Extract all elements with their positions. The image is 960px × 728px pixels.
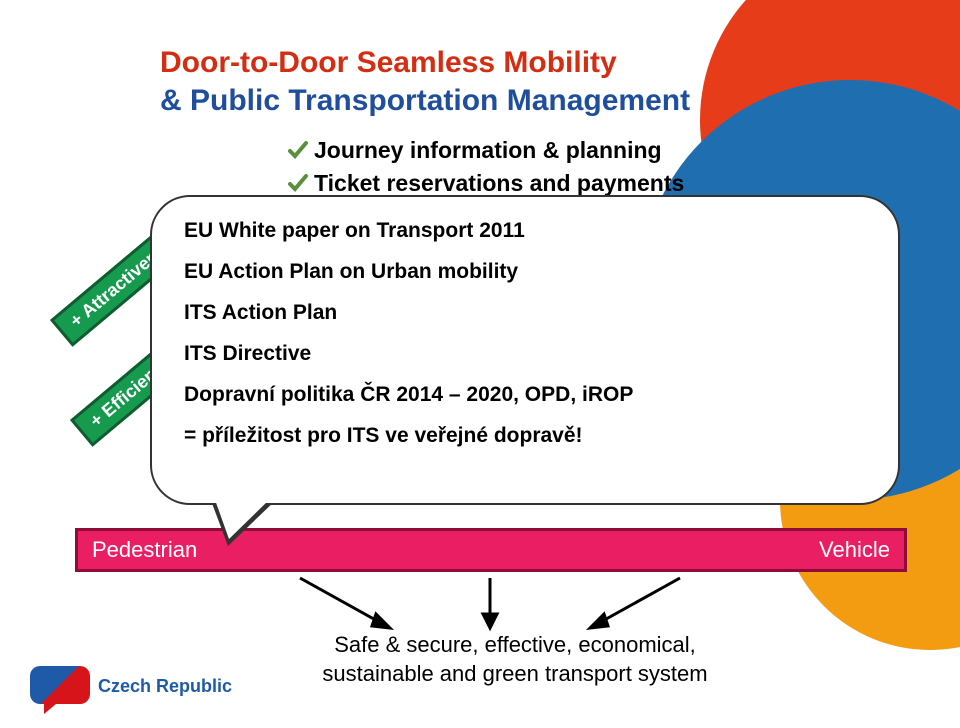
title-line-2: & Public Transportation Management xyxy=(160,82,690,120)
result-line-2: sustainable and green transport system xyxy=(275,660,755,689)
callout-line: = příležitost pro ITS ve veřejné dopravě… xyxy=(184,424,888,448)
callout-bubble: EU White paper on Transport 2011 EU Acti… xyxy=(150,195,900,505)
czech-republic-logo: Czech Republic xyxy=(30,666,232,706)
checklist-item: Journey information & planning xyxy=(288,137,684,164)
check-icon xyxy=(288,140,308,160)
callout-line: Dopravní politika ČR 2014 – 2020, OPD, i… xyxy=(184,383,888,407)
callout-line: ITS Action Plan xyxy=(184,301,888,325)
mode-bar-right: Vehicle xyxy=(819,537,890,563)
speech-bubble-icon xyxy=(30,666,90,706)
check-icon xyxy=(288,173,308,193)
callout-line: EU White paper on Transport 2011 xyxy=(184,219,888,243)
callout-tail-inner xyxy=(214,497,272,539)
result-text: Safe & secure, effective, economical, su… xyxy=(275,631,755,688)
checklist-label: Ticket reservations and payments xyxy=(314,170,684,196)
mode-bar-left: Pedestrian xyxy=(92,537,197,563)
logo-text: Czech Republic xyxy=(98,676,232,697)
callout-line: EU Action Plan on Urban mobility xyxy=(184,260,888,284)
title-line-1: Door-to-Door Seamless Mobility xyxy=(160,44,690,82)
page-title: Door-to-Door Seamless Mobility & Public … xyxy=(160,44,690,119)
checklist-item: Ticket reservations and payments xyxy=(288,170,684,197)
mode-bar: Pedestrian Vehicle xyxy=(75,528,907,572)
callout-line: ITS Directive xyxy=(184,342,888,366)
result-line-1: Safe & secure, effective, economical, xyxy=(275,631,755,660)
slide-canvas: Door-to-Door Seamless Mobility & Public … xyxy=(0,0,960,728)
checklist-label: Journey information & planning xyxy=(314,137,662,163)
